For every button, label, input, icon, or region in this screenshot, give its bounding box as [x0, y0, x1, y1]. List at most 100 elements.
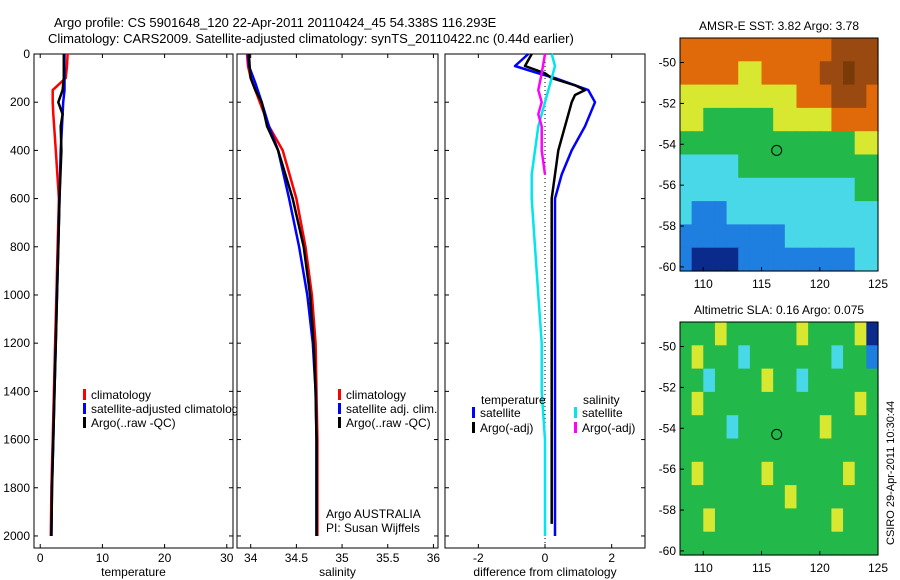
legend-swatch-2: [338, 417, 341, 428]
heatmap-cell: [714, 38, 728, 62]
heatmap-cell: [738, 345, 751, 370]
heatmap-cell: [714, 177, 728, 202]
heatmap-cell: [831, 154, 844, 179]
heatmap-cell: [749, 224, 763, 249]
heatmap-cell: [703, 368, 716, 393]
heatmap-cell: [761, 415, 774, 440]
heatmap-cell: [703, 415, 716, 440]
heatmap-cell: [703, 107, 716, 132]
heatmap-cell: [784, 224, 798, 249]
heatmap-cell: [808, 131, 821, 156]
heatmap-cell: [773, 107, 786, 132]
heatmap-cell: [843, 415, 856, 440]
heatmap-cell: [703, 322, 716, 346]
heatmap-cell: [808, 84, 821, 109]
heatmap-cell: [843, 438, 856, 463]
heatmap-cell: [831, 438, 844, 463]
float-position-marker: [771, 428, 783, 440]
heatmap-cell: [784, 438, 798, 463]
heatmap-cell: [761, 61, 774, 86]
heatmap-cell: [703, 531, 716, 556]
heatmap-cell: [680, 461, 693, 486]
heatmap-cell: [784, 368, 798, 393]
heatmap-cell: [738, 107, 751, 132]
heatmap-cell: [680, 84, 693, 109]
heatmap-cell: [843, 508, 856, 533]
heatmap-cell: [796, 84, 809, 109]
map-title: Altimetric SLA: 0.16 Argo: 0.075: [694, 303, 864, 317]
heatmap-cell: [831, 38, 844, 62]
x-tick-label: 36: [427, 551, 441, 565]
heatmap-cell: [714, 201, 728, 225]
heatmap-cell: [680, 247, 693, 272]
heatmap-cell: [726, 461, 739, 486]
x-tick-label: 10: [96, 551, 110, 565]
heatmap-cell: [714, 154, 728, 179]
heatmap-cell: [808, 107, 821, 132]
heatmap-cell: [866, 38, 879, 62]
heatmap-cell: [784, 461, 798, 486]
heatmap-cell: [808, 61, 821, 86]
heatmap-cell: [866, 224, 879, 249]
heatmap-cell: [819, 438, 833, 463]
credit-text: CSIRO 29-Apr-2011 10:30:44: [885, 401, 897, 545]
heatmap-cell: [703, 508, 716, 533]
legend-label-1: Argo(-adj): [480, 421, 533, 435]
heatmap-cell: [726, 131, 739, 156]
heatmap-cell: [808, 38, 821, 62]
heatmap-cell: [819, 368, 833, 393]
heatmap-cell: [831, 391, 844, 416]
heatmap-cell: [691, 154, 704, 179]
heatmap-cell: [866, 415, 879, 440]
heatmap-cell: [680, 345, 693, 370]
heatmap-cell: [808, 322, 821, 346]
heatmap-cell: [680, 224, 693, 249]
legend-label-0: satellite: [480, 406, 521, 420]
heatmap-cell: [738, 224, 751, 249]
heatmap-cell: [703, 438, 716, 463]
y-tick-label: 800: [10, 240, 30, 254]
heatmap-cell: [808, 415, 821, 440]
axes-box: [33, 53, 234, 549]
heatmap-cell: [866, 177, 879, 202]
heatmap-cell: [773, 247, 786, 272]
heatmap-cell: [866, 84, 879, 109]
heatmap-cell: [738, 508, 751, 533]
legend-swatch-1: [338, 403, 341, 414]
heatmap-cell: [691, 247, 704, 272]
y-tick-label: -50: [659, 340, 677, 354]
heatmap-cell: [761, 438, 774, 463]
heatmap-cell: [680, 131, 693, 156]
heatmap-cell: [726, 224, 739, 249]
heatmap-cell: [831, 508, 844, 533]
heatmap-cell: [680, 485, 693, 509]
heatmap-cell: [843, 247, 856, 272]
heatmap-cell: [749, 438, 763, 463]
heatmap-cell: [749, 461, 763, 486]
heatmap-cell: [831, 485, 844, 509]
map-title: AMSR-E SST: 3.82 Argo: 3.78: [699, 19, 859, 33]
heatmap-cell: [773, 224, 786, 249]
heatmap-cell: [866, 131, 879, 156]
profile-panel-salinity: 34 34.5 35 35.5 36 salinity climatologysatelli…: [236, 53, 441, 579]
heatmap-cell: [866, 531, 879, 556]
heatmap-cell: [843, 38, 856, 62]
heatmap-cell: [691, 131, 704, 156]
heatmap-cell: [819, 131, 833, 156]
heatmap-cell: [761, 131, 774, 156]
heatmap-cell: [761, 485, 774, 509]
heatmap-cell: [738, 154, 751, 179]
heatmap-cell: [784, 131, 798, 156]
heatmap-cell: [784, 154, 798, 179]
heatmap-cell: [773, 531, 786, 556]
heatmap-cell: [784, 84, 798, 109]
legend-swatch-1: [83, 403, 86, 414]
series-line-2: [247, 53, 318, 536]
legend-swatch-0: [472, 407, 475, 418]
y-tick-label: 0: [23, 47, 30, 61]
heatmap-cell: [726, 531, 739, 556]
heatmap-cell: [738, 38, 751, 62]
heatmap-cell: [749, 154, 763, 179]
heatmap-cell: [703, 224, 716, 249]
heatmap-cell: [796, 177, 809, 202]
